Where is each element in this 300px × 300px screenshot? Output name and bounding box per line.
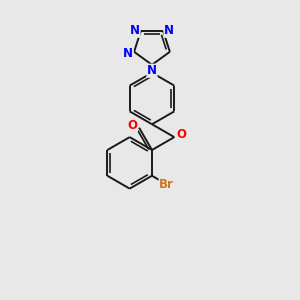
Text: N: N bbox=[123, 47, 133, 60]
Text: O: O bbox=[176, 128, 186, 141]
Text: N: N bbox=[130, 24, 140, 37]
Text: Br: Br bbox=[159, 178, 174, 191]
Text: N: N bbox=[147, 64, 157, 77]
Text: O: O bbox=[127, 119, 137, 132]
Text: N: N bbox=[164, 24, 174, 37]
